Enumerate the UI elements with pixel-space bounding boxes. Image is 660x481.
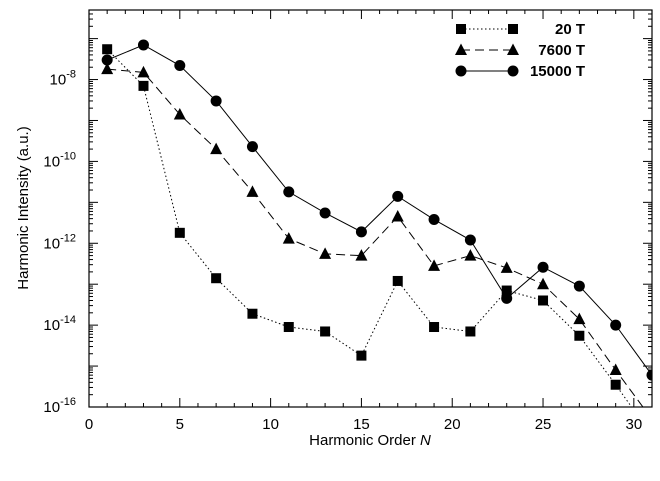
y-tick-label: 10-8 <box>50 69 76 89</box>
data-point <box>102 44 113 55</box>
legend-item: 15000 T <box>455 63 585 80</box>
data-point <box>283 186 295 198</box>
legend: 20 T 7600 T 15000 T <box>455 21 585 80</box>
legend-label: 15000 T <box>530 63 585 80</box>
series-line <box>106 48 633 407</box>
data-point <box>137 65 150 78</box>
data-point <box>211 273 222 284</box>
data-point <box>173 107 186 120</box>
data-point <box>464 249 477 261</box>
data-point <box>282 232 295 244</box>
data-point <box>501 285 512 296</box>
x-axis-label: Harmonic Order N <box>309 432 431 449</box>
data-point <box>246 185 259 197</box>
series-line <box>107 68 644 407</box>
data-point <box>573 280 585 292</box>
data-point <box>174 60 186 72</box>
plot-frame <box>88 9 653 408</box>
x-tick-label: 30 <box>625 416 642 433</box>
legend-marker <box>456 24 466 34</box>
data-point <box>464 234 476 246</box>
x-tick-label: 25 <box>535 416 552 433</box>
y-axis-label: Harmonic Intensity (a.u.) <box>15 126 32 289</box>
legend-item: 20 T <box>456 21 585 38</box>
legend-item: 7600 T <box>455 42 585 59</box>
y-tick-label: 10-10 <box>43 150 76 170</box>
x-tick-labels: 0 5 10 15 20 25 30 <box>85 416 642 433</box>
data-point <box>137 39 149 51</box>
data-point <box>465 326 476 337</box>
data-point <box>319 247 332 259</box>
data-point <box>501 292 513 304</box>
legend-marker <box>507 65 519 77</box>
data-point <box>646 413 658 425</box>
x-tick-label: 5 <box>176 416 184 433</box>
data-point <box>537 277 550 290</box>
axis-ticks <box>88 10 652 408</box>
x-tick-label: 15 <box>353 416 370 433</box>
data-point <box>428 259 441 271</box>
data-point <box>391 210 404 222</box>
data-point <box>610 319 622 331</box>
legend-label: 7600 T <box>538 42 585 59</box>
y-tick-label: 10-14 <box>43 314 76 334</box>
data-point <box>646 369 652 381</box>
x-tick-label: 10 <box>262 416 279 433</box>
legend-label: 20 T <box>555 21 585 38</box>
data-point <box>610 379 621 390</box>
data-point <box>355 226 367 238</box>
data-point <box>210 142 223 155</box>
data-point <box>138 80 149 91</box>
data-point <box>500 261 513 273</box>
data-point <box>319 207 331 219</box>
series-triangle <box>101 62 658 425</box>
data-point <box>320 326 331 337</box>
series-layer <box>101 39 658 441</box>
data-point <box>356 350 367 361</box>
x-tick-label: 20 <box>444 416 461 433</box>
data-point <box>174 227 185 238</box>
data-point <box>247 308 258 319</box>
data-point <box>538 295 549 306</box>
legend-marker <box>507 43 519 55</box>
data-point <box>392 190 404 202</box>
data-point <box>355 249 368 261</box>
y-tick-labels: 10-8 10-10 10-12 10-14 10-16 <box>43 69 76 416</box>
series-line <box>106 44 652 376</box>
y-tick-label: 10-16 <box>43 396 76 416</box>
legend-marker <box>508 24 518 34</box>
data-point <box>283 322 294 333</box>
data-point <box>609 363 622 376</box>
data-point <box>392 275 403 286</box>
legend-marker <box>455 65 467 77</box>
y-tick-label: 10-12 <box>43 232 76 252</box>
data-point <box>537 261 549 273</box>
data-point <box>573 312 586 325</box>
series-square <box>102 44 657 441</box>
x-tick-label: 0 <box>85 416 93 433</box>
data-point <box>574 330 585 341</box>
data-point <box>101 54 113 66</box>
data-point <box>101 62 114 75</box>
data-point <box>210 95 222 107</box>
data-point <box>429 322 440 333</box>
data-point <box>246 141 258 153</box>
series-circle <box>101 39 652 381</box>
legend-marker <box>455 43 467 55</box>
data-point <box>428 214 440 226</box>
data-point <box>647 431 657 441</box>
